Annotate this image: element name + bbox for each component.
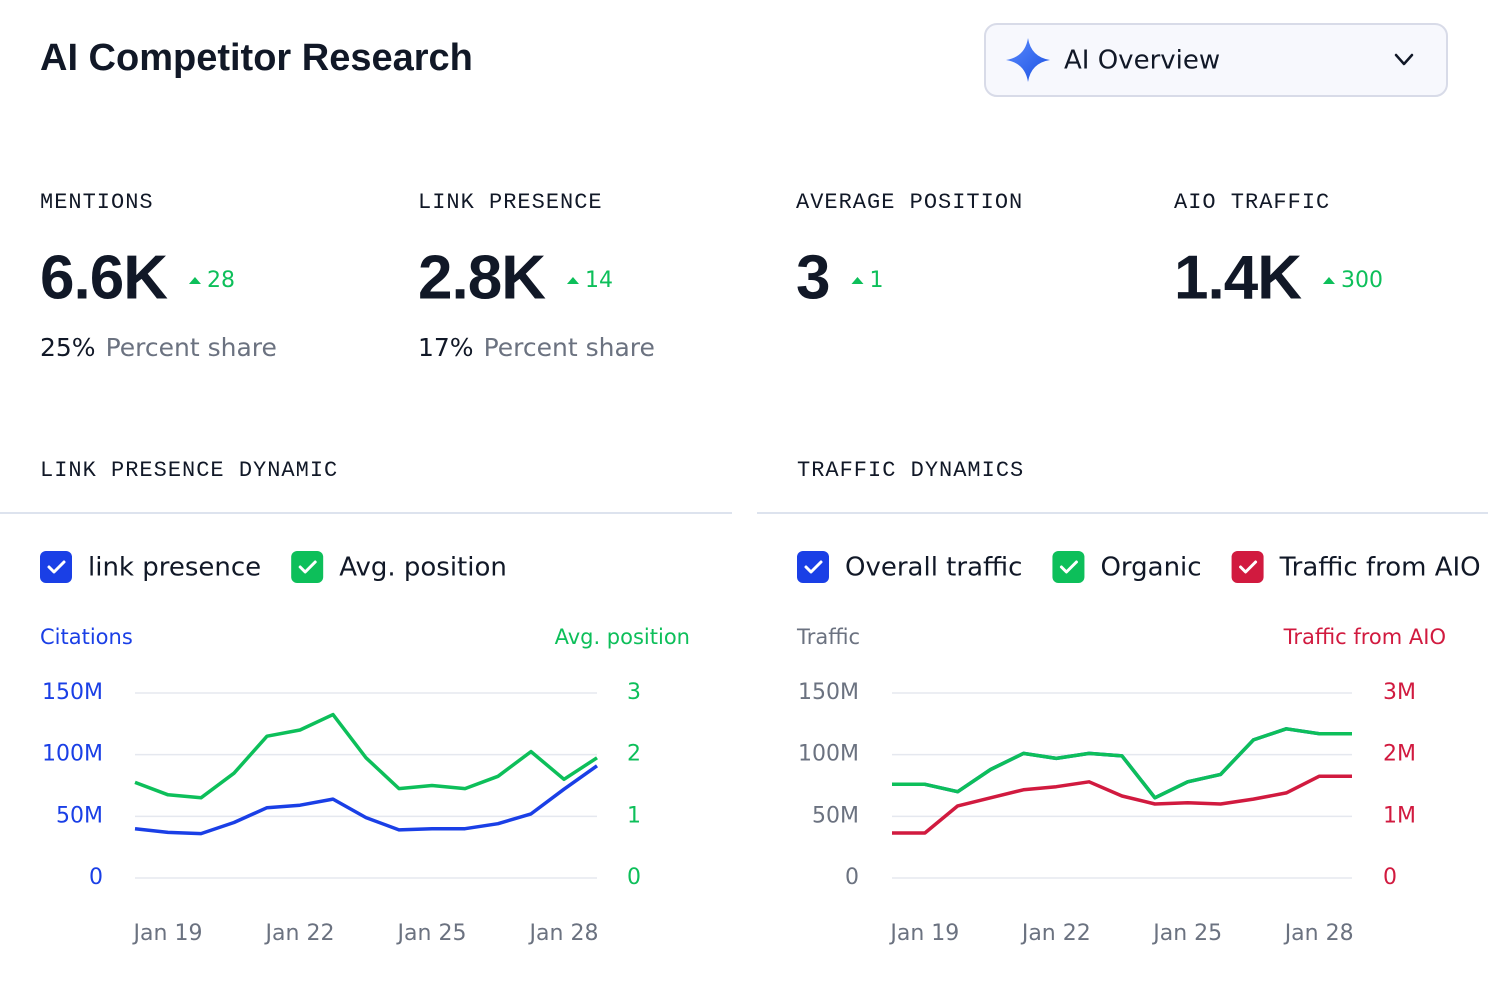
up-arrow [188,277,201,284]
y-axis-label: Citations [40,625,133,649]
check-mark [298,560,317,574]
chevron[interactable] [1394,53,1414,66]
x-tick-label: Jan 19 [132,921,203,946]
y2-axis-label: Traffic from AIO [1283,625,1446,649]
y2-axis-label: Avg. position [555,625,690,649]
legend-item[interactable]: link presence [40,551,261,583]
metric-share-label: Percent share [484,333,655,362]
y2-tick-label: 1 [627,803,641,828]
legend-label: Organic [1100,553,1201,583]
legend-label: link presence [88,553,261,583]
up-arrow [851,277,864,284]
series-line [892,727,1352,800]
metric-label: AVERAGE POSITION [796,190,1023,215]
metric-label: LINK PRESENCE [418,190,603,215]
dropdown-box[interactable] [984,23,1448,97]
dropdown[interactable]: AI Overview [984,23,1448,97]
legend-label: Avg. position [339,553,507,583]
y-tick-label: 100M [42,742,103,767]
page-title: AI Competitor Research [40,37,473,79]
metric-share: 17% [418,333,474,362]
sparkle-icon [1006,38,1050,82]
metric-change: 1 [869,268,883,293]
metric-value: 6.6K [40,243,168,312]
dropdown-label[interactable]: AI Overview [1064,46,1220,76]
check-mark [804,560,823,574]
legend-label: Traffic from AIO [1279,553,1481,583]
x-tick-label: Jan 28 [528,921,599,946]
x-tick-label: Jan 25 [1151,921,1222,946]
y-tick-label: 0 [845,865,859,890]
y2-tick-label: 1M [1383,803,1416,828]
x-tick-label: Jan 22 [1020,921,1091,946]
y2-tick-label: 0 [1383,865,1397,890]
section-title: LINK PRESENCE DYNAMIC [40,458,338,483]
y-axis-label: Traffic [796,625,860,649]
y-tick-label: 50M [812,803,859,828]
metric-share: 25% [40,333,96,362]
legend-item[interactable]: Overall traffic [797,551,1022,583]
x-tick-label: Jan 28 [1283,921,1354,946]
metric-change: 14 [585,268,613,293]
metric-value: 1.4K [1174,243,1302,312]
legend-checkbox[interactable] [291,551,324,583]
legend-checkbox[interactable] [1052,551,1085,583]
x-tick-label: Jan 19 [888,921,959,946]
up-arrow [566,277,579,284]
legend-checkbox[interactable] [1231,551,1264,583]
section-title: TRAFFIC DYNAMICS [797,458,1024,483]
y2-tick-label: 2 [627,742,641,767]
series-line [892,774,1352,835]
series-line [134,712,598,800]
y-tick-label: 150M [798,680,859,705]
metric-value: 2.8K [418,243,546,312]
y2-tick-label: 3 [627,680,641,705]
x-tick-label: Jan 25 [396,921,467,946]
y-tick-label: 0 [89,865,103,890]
metric-value: 3 [796,243,829,312]
y2-tick-label: 3M [1383,680,1416,705]
check-mark [47,560,66,574]
legend-item[interactable]: Avg. position [291,551,507,583]
legend-checkbox[interactable] [797,551,829,583]
x-tick-label: Jan 22 [264,921,335,946]
series-line [134,764,599,836]
metric-change: 28 [207,268,235,293]
legend-item[interactable]: Traffic from AIO [1231,551,1481,583]
metric-change: 300 [1341,268,1383,293]
metric-label: AIO TRAFFIC [1174,190,1330,215]
metric-share-label: Percent share [106,333,277,362]
legend-label: Overall traffic [845,553,1022,583]
y-tick-label: 100M [798,742,859,767]
y2-tick-label: 0 [627,865,641,890]
metric-label: MENTIONS [40,190,154,215]
y-tick-label: 150M [42,680,103,705]
y2-tick-label: 2M [1383,742,1416,767]
up-arrow [1322,277,1335,284]
check-mark [1059,560,1078,574]
y-tick-label: 50M [56,803,103,828]
legend-checkbox[interactable] [40,551,72,583]
check-mark [1239,560,1258,574]
legend-item[interactable]: Organic [1052,551,1202,583]
